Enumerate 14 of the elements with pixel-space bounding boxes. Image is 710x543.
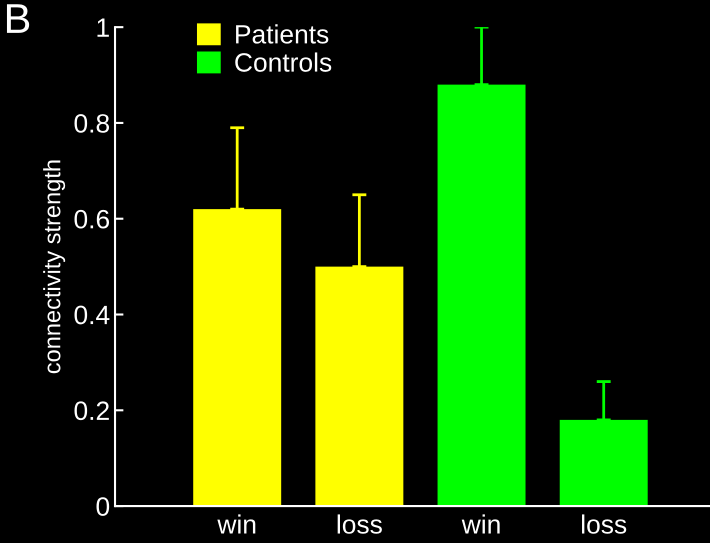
legend-label: Patients	[236, 24, 328, 44]
y-tick-label: 1	[97, 18, 109, 37]
y-tick-label: 0.2	[74, 401, 109, 420]
y-tick-label: 0.4	[74, 306, 110, 324]
x-tick-label: win	[462, 514, 500, 534]
x-tick-label: loss	[338, 514, 382, 534]
text: B	[6, 4, 30, 33]
y-tick-label: 0	[96, 497, 110, 516]
y-tick-label: 0.8	[74, 114, 110, 133]
y-axis-title: connectivity strength	[43, 160, 66, 374]
x-tick-label: win	[217, 514, 256, 534]
x-tick-label: loss	[582, 514, 626, 534]
legend-label: Controls	[235, 52, 332, 72]
y-tick-label: 0.6	[74, 210, 109, 229]
